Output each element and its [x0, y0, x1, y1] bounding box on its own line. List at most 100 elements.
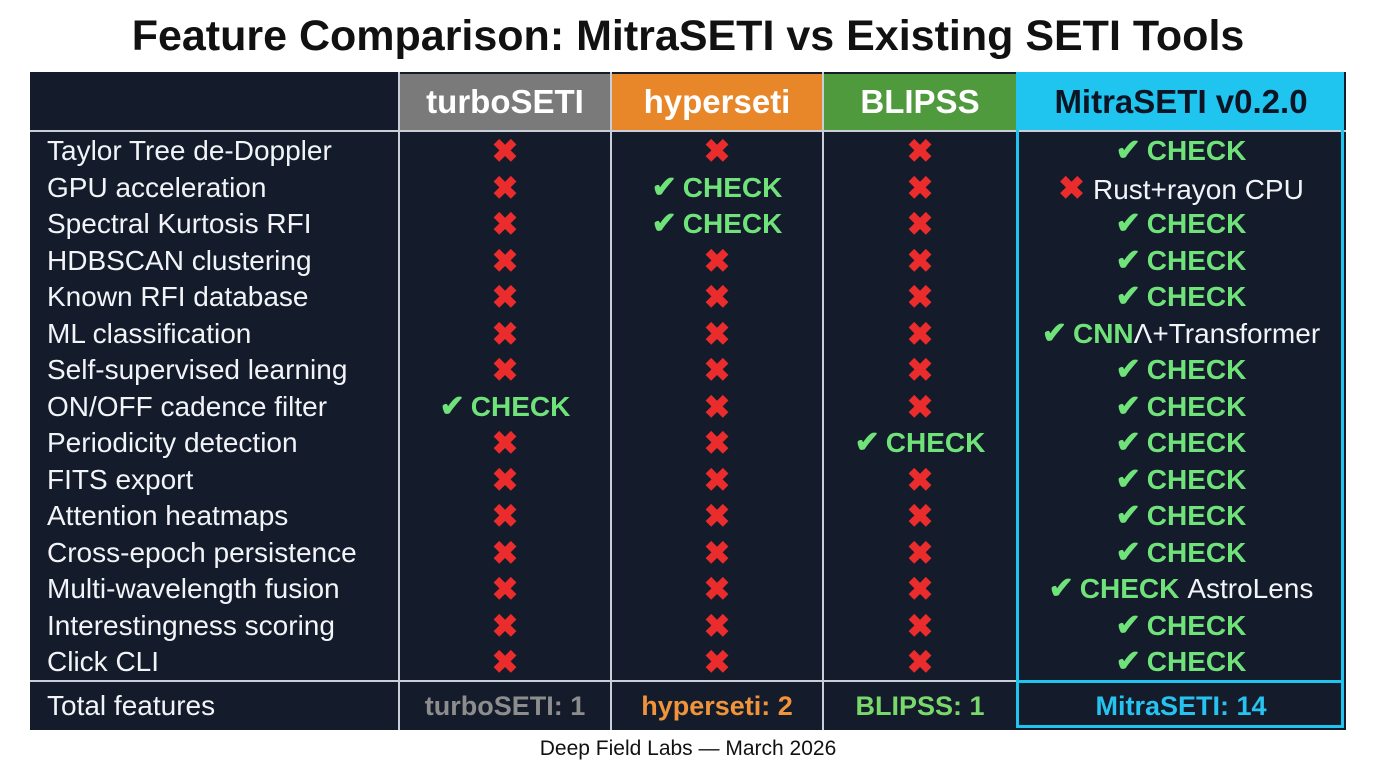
page-title: Feature Comparison: MitraSETI vs Existin… — [131, 12, 1245, 60]
cell-blipss: ✖ — [824, 608, 1016, 645]
cell-hyperseti: ✖ — [612, 279, 822, 316]
column-header-turboseti: turboSETI — [400, 74, 610, 130]
cell-blipss: ✖ — [824, 206, 1016, 243]
check-icon: ✔ — [439, 389, 465, 423]
table-row: ML classification ✖ ✖ ✖ ✔ CNNΛ+Transformer — [30, 316, 1346, 353]
cross-icon: ✖ — [703, 571, 731, 607]
cell-hyperseti: ✖ — [612, 644, 822, 681]
table-row: Click CLI ✖ ✖ ✖ ✔ CHECK — [30, 644, 1346, 681]
cell-hyperseti: ✖ — [612, 133, 822, 170]
cell-hyperseti: ✖ — [612, 389, 822, 426]
cross-icon: ✖ — [491, 206, 519, 242]
feature-name: Spectral Kurtosis RFI — [47, 208, 312, 239]
cross-icon: ✖ — [906, 315, 934, 352]
cell-mitraseti: ✔ CHECK — [1019, 243, 1343, 280]
check-label: CHECK — [1146, 390, 1247, 422]
cell-hyperseti: ✖ — [612, 425, 822, 462]
cross-icon: ✖ — [491, 534, 519, 571]
check-icon: ✔ — [1115, 645, 1141, 678]
check-label: CHECK — [682, 171, 783, 203]
total-hyperseti: hyperseti: 2 — [641, 691, 793, 721]
feature-name: ON/OFF cadence filter — [47, 390, 328, 422]
table-row: FITS export ✖ ✖ ✖ ✔ CHECK — [30, 462, 1346, 499]
totals-divider — [30, 680, 1018, 682]
cell-mitraseti: ✔ CHECK — [1019, 279, 1343, 316]
cross-icon: ✖ — [491, 315, 519, 352]
check-icon: ✔ — [1115, 243, 1141, 277]
table-row: GPU acceleration ✖ ✔ CHECK ✖ ✖ Rust+rayon CPU — [30, 170, 1346, 207]
cell-hyperseti: ✖ — [612, 608, 822, 645]
cell-mitraseti: ✔ CHECK — [1019, 535, 1343, 572]
cross-icon: ✖ — [906, 242, 934, 279]
cross-icon: ✖ — [491, 352, 519, 388]
cell-mitraseti: ✔ CHECK — [1019, 425, 1343, 462]
footer-credit: Deep Field Labs — March 2026 — [539, 737, 837, 760]
cell-turboseti: ✖ — [400, 608, 610, 645]
cross-icon: ✖ — [491, 461, 519, 498]
cell-hyperseti: ✖ — [612, 535, 822, 572]
feature-name: GPU acceleration — [47, 171, 267, 203]
cell-blipss: ✖ — [824, 389, 1016, 426]
total-turboseti: turboSETI: 1 — [424, 691, 586, 721]
cell-turboseti: ✔ CHECK — [400, 389, 610, 426]
check-icon: ✔ — [854, 426, 880, 459]
cell-blipss: ✖ — [824, 352, 1016, 389]
cell-mitraseti: ✔ CHECK — [1019, 608, 1343, 645]
column-header-blipss: BLIPSS — [824, 74, 1016, 130]
cross-icon: ✖ — [703, 279, 731, 315]
feature-name: Periodicity detection — [47, 427, 298, 458]
cell-mitraseti: ✔ CHECK — [1019, 498, 1343, 535]
cell-hyperseti: ✖ — [612, 243, 822, 280]
column-divider — [398, 72, 400, 730]
cross-icon: ✖ — [491, 133, 519, 169]
mitraseti-totals-divider — [1018, 680, 1344, 683]
totals-label: Total features — [47, 690, 216, 721]
check-icon: ✔ — [1115, 535, 1141, 569]
cross-icon: ✖ — [703, 534, 731, 571]
check-label: CHECK — [885, 427, 986, 458]
cell-blipss: ✖ — [824, 170, 1016, 207]
cross-icon: ✖ — [703, 388, 731, 425]
cell-hyperseti: ✖ — [612, 316, 822, 353]
totals-row: Total features turboSETI: 1 hyperseti: 2… — [30, 683, 1346, 729]
check-label: CHECK — [1146, 463, 1247, 495]
check-icon: ✔ — [1115, 462, 1141, 496]
cell-mitraseti: ✔ CHECK — [1019, 133, 1343, 170]
feature-name: Cross-epoch persistence — [47, 536, 357, 568]
cell-turboseti: ✖ — [400, 425, 610, 462]
feature-name: Self-supervised learning — [47, 354, 348, 385]
total-mitraseti: MitraSETI: 14 — [1095, 691, 1267, 721]
cell-blipss: ✖ — [824, 535, 1016, 572]
feature-name: Taylor Tree de-Doppler — [47, 135, 332, 166]
check-icon: ✔ — [1115, 608, 1141, 642]
cross-icon: ✖ — [491, 607, 519, 644]
cross-icon: ✖ — [491, 242, 519, 279]
table-row: Taylor Tree de-Doppler ✖ ✖ ✖ ✔ CHECK — [30, 133, 1346, 170]
cross-icon: ✖ — [1058, 169, 1085, 206]
cell-mitraseti: ✖ Rust+rayon CPU — [1019, 170, 1343, 207]
check-icon: ✔ — [1115, 353, 1141, 386]
cell-note: AstroLens — [1187, 573, 1314, 604]
feature-name: HDBSCAN clustering — [47, 244, 312, 276]
cell-hyperseti: ✖ — [612, 462, 822, 499]
check-label: CHECK — [1146, 244, 1247, 276]
cross-icon: ✖ — [906, 388, 934, 425]
cell-hyperseti: ✖ — [612, 498, 822, 535]
cross-icon: ✖ — [906, 206, 934, 242]
cell-turboseti: ✖ — [400, 571, 610, 608]
cell-mitraseti: ✔ CHECK AstroLens — [1019, 571, 1343, 608]
cross-icon: ✖ — [491, 498, 519, 534]
check-icon: ✔ — [1115, 207, 1141, 240]
check-icon: ✔ — [1115, 134, 1141, 167]
cell-blipss: ✖ — [824, 279, 1016, 316]
cell-blipss: ✖ — [824, 498, 1016, 535]
cell-mitraseti: ✔ CHECK — [1019, 389, 1343, 426]
cross-icon: ✖ — [906, 352, 934, 388]
cross-icon: ✖ — [491, 644, 519, 680]
feature-name: Attention heatmaps — [47, 500, 289, 531]
cross-icon: ✖ — [906, 534, 934, 571]
check-label: CHECK — [1079, 573, 1180, 604]
table-row: Multi-wavelength fusion ✖ ✖ ✖ ✔ CHECK AstroLen… — [30, 571, 1346, 608]
feature-name: Known RFI database — [47, 281, 309, 312]
cell-turboseti: ✖ — [400, 206, 610, 243]
